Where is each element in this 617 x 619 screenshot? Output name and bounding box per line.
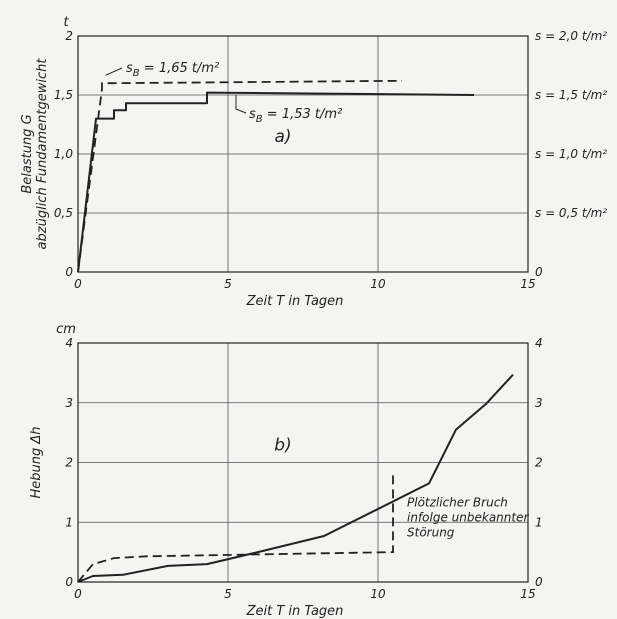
- chart-b-annotation-line: Störung: [407, 525, 455, 539]
- chart-b-right-tick-label: 2: [535, 456, 543, 470]
- chart-b-panel-label: b): [274, 436, 291, 456]
- chart-a-y-tick-label: 1,0: [54, 147, 73, 161]
- chart-a-plot-frame: [77, 35, 529, 273]
- chart-a-panel-label: a): [274, 127, 291, 147]
- chart-b-x-axis-label: Zeit T in Tagen: [246, 604, 344, 619]
- chart-a-y-tick-label: 0: [65, 265, 73, 279]
- chart-a-right-tick-label: s = 2,0 t/m²: [535, 29, 607, 43]
- chart-a-y-tick-label: 0,5: [54, 206, 73, 220]
- chart-a-annotation-1-leader: [105, 67, 123, 76]
- chart-a-x-tick-label: 15: [520, 277, 535, 291]
- chart-a-y-unit: t: [63, 15, 69, 30]
- chart-a-y-tick-label: 2: [65, 29, 73, 43]
- chart-a-x-tick-label: 10: [370, 277, 386, 291]
- chart-b-x-tick-label: 5: [224, 587, 232, 601]
- chart-b-right-tick-label: 4: [535, 336, 543, 350]
- chart-b-y-axis-label: Hebung Δh: [29, 426, 44, 498]
- chart-b-series-solid-line: [77, 374, 514, 583]
- chart-a-right-tick-label: s = 1,5 t/m²: [535, 88, 607, 102]
- chart-b-y-unit: cm: [56, 322, 76, 337]
- chart-a-y-tick-label: 1,5: [54, 88, 73, 102]
- chart-b-annotation-line: Plötzlicher Bruch: [407, 495, 508, 509]
- chart-a-marks: [77, 79, 475, 273]
- chart-b-annotation-line: infolge unbekannter: [407, 510, 529, 524]
- chart-b-y-tick-label: 4: [65, 336, 73, 350]
- chart-a-annotation-2-leader: [235, 95, 247, 114]
- chart-b-right-tick-label: 3: [535, 396, 543, 410]
- chart-a-series-dashed-line: [77, 79, 403, 273]
- chart-b-y-tick-label: 1: [65, 515, 73, 529]
- chart-b-plot-frame: [77, 342, 529, 583]
- chart-b-y-tick-label: 2: [65, 456, 73, 470]
- chart-a-series-solid-line: [77, 91, 475, 273]
- chart-b-right-tick-label: 1: [535, 515, 543, 529]
- chart-b-marks: [77, 374, 514, 583]
- chart-b-right-tick-label: 0: [535, 575, 543, 589]
- chart-a-right-tick-label: 0: [535, 265, 543, 279]
- chart-a-grid: [78, 36, 528, 272]
- chart-b-y-tick-label: 0: [65, 575, 73, 589]
- chart-a-annotation-2: sB = 1,53 t/m²: [249, 107, 342, 125]
- chart-b-x-tick-label: 10: [370, 587, 386, 601]
- chart-a-annotation-1: sB = 1,65 t/m²: [126, 61, 219, 79]
- chart-b-series-dashed-line: [77, 474, 394, 583]
- chart-a-x-axis-label: Zeit T in Tagen: [246, 294, 344, 309]
- chart-a-x-tick-label: 5: [224, 277, 232, 291]
- chart-a-x-tick-label: 0: [74, 277, 82, 291]
- chart-a-y-axis-label: Belastung G: [20, 114, 35, 193]
- chart-b-x-tick-label: 0: [74, 587, 82, 601]
- chart-a-right-tick-label: s = 1,0 t/m²: [535, 147, 607, 161]
- chart-b-x-tick-label: 15: [520, 587, 535, 601]
- chart-b-y-tick-label: 3: [65, 396, 73, 410]
- chart-a-right-tick-label: s = 0,5 t/m²: [535, 206, 607, 220]
- chart-a-y-axis-label-2: abzüglich Fundamentgewicht: [35, 58, 50, 250]
- chart-a-annotations: sB = 1,65 t/m² sB = 1,53 t/m²: [105, 61, 342, 125]
- chart-b-grid: [78, 343, 528, 582]
